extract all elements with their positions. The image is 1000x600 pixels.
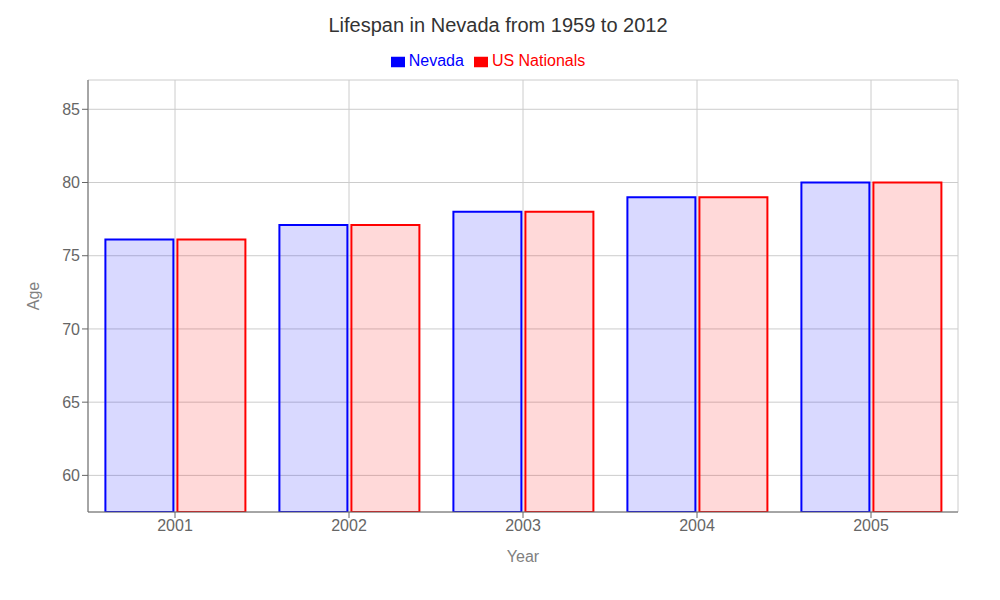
svg-text:2003: 2003 (505, 517, 541, 534)
svg-text:2001: 2001 (157, 517, 193, 534)
svg-text:2002: 2002 (331, 517, 367, 534)
html-text:Nevada: Nevada (408, 52, 464, 69)
svg-text:80: 80 (62, 174, 80, 191)
svg-text:60: 60 (62, 467, 80, 484)
html-text:US Nationals: US Nationals (491, 52, 586, 69)
svg-text:70: 70 (62, 321, 80, 338)
svg-text:65: 65 (62, 394, 80, 411)
svg-text:Year: Year (507, 548, 540, 565)
svg-text:75: 75 (62, 247, 80, 264)
html-text:Lifespan in Nevada from 1959 t: Lifespan in Nevada from 1959 to 2012 (328, 14, 668, 36)
svg-text:2004: 2004 (679, 517, 715, 534)
svg-text:Age: Age (25, 282, 42, 311)
svg-text:2005: 2005 (853, 517, 889, 534)
svg-text:85: 85 (62, 101, 80, 118)
